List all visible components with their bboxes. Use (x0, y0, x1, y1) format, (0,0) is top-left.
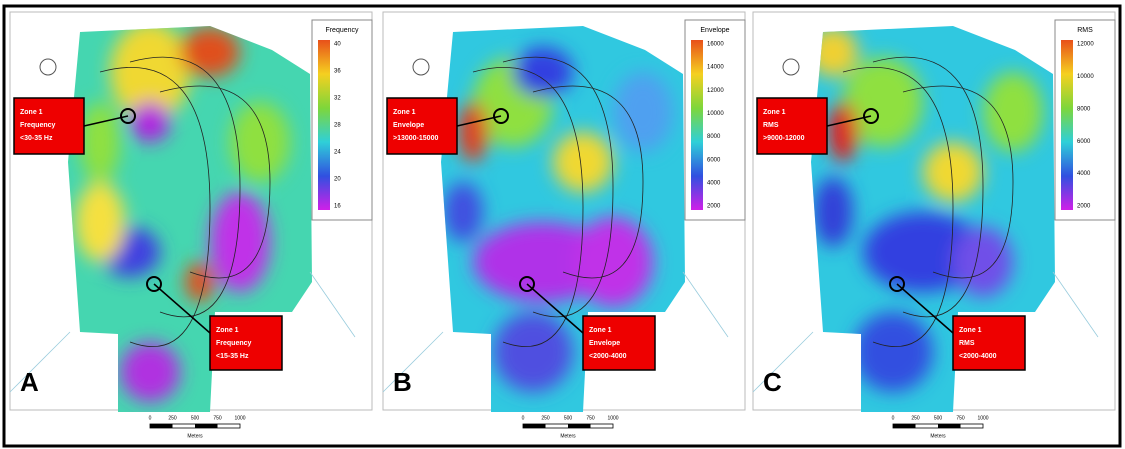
callout-text: <15-35 Hz (216, 353, 249, 360)
scale-tick-label: 0 (149, 415, 152, 421)
attribute-blob (185, 262, 215, 302)
legend-tick-label: 16000 (707, 42, 724, 48)
scale-tick-label: 0 (522, 415, 525, 421)
attribute-blob (953, 227, 1013, 297)
callout-text: Envelope (589, 340, 620, 347)
scale-segment (195, 424, 218, 428)
scale-segment (568, 424, 591, 428)
legend-tick-label: 12000 (707, 88, 724, 94)
callout-text: >13000-15000 (393, 135, 438, 142)
callout-text: Frequency (216, 340, 252, 347)
scale-tick-label: 250 (168, 415, 177, 421)
attribute-blob (180, 27, 240, 77)
legend-tick-label: 4000 (707, 180, 721, 186)
legend-title: Frequency (325, 27, 359, 34)
callout-text: Frequency (20, 122, 56, 129)
scale-tick-label: 250 (911, 415, 920, 421)
legend-tick-label: 2000 (707, 204, 721, 210)
callout-text: >9000-12000 (763, 135, 805, 142)
legend-bar (318, 40, 330, 210)
attribute-blob (828, 102, 858, 162)
panel-label: B (393, 367, 412, 397)
callout-text: Zone 1 (216, 327, 239, 334)
scale-tick-label: 0 (892, 415, 895, 421)
scale-tick-label: 750 (586, 415, 595, 421)
legend-tick-label: 12000 (1077, 42, 1094, 48)
figure: Frequency 40 36 32 28 24 20 16 Zone 1 Frequency <3… (0, 0, 1125, 449)
legend-tick-label: 10000 (707, 111, 724, 117)
legend-tick-label: 24 (334, 150, 341, 156)
legend-tick-label: 8000 (1077, 106, 1091, 112)
callout-text: Zone 1 (763, 109, 786, 116)
scale-unit: Meters (930, 433, 946, 439)
map-panel: Frequency 40 36 32 28 24 20 16 Zone 1 Frequency <3… (10, 12, 372, 439)
callout-text: RMS (959, 340, 975, 347)
scale-segment (893, 424, 916, 428)
scale-segment (150, 424, 173, 428)
panel-label: A (20, 367, 39, 397)
callout-text: Zone 1 (959, 327, 982, 334)
legend-tick-label: 40 (334, 42, 341, 48)
scale-segment (523, 424, 546, 428)
map-panel: RMS12000100008000600040002000Zone 1RMS>9… (753, 12, 1115, 439)
scale-tick-label: 750 (956, 415, 965, 421)
legend-tick-label: 8000 (707, 134, 721, 140)
scale-unit: Meters (560, 433, 576, 439)
scale-tick-label: 500 (191, 415, 200, 421)
scale-tick-label: 250 (541, 415, 550, 421)
scale-tick-label: 500 (934, 415, 943, 421)
legend-tick-label: 36 (334, 69, 341, 75)
scale-tick-label: 1000 (977, 415, 988, 421)
attribute-blob (443, 182, 483, 242)
attribute-blob (553, 132, 613, 192)
legend-tick-label: 16 (334, 204, 341, 210)
scale-tick-label: 1000 (234, 415, 245, 421)
attribute-blob (75, 182, 125, 262)
scale-tick-label: 500 (564, 415, 573, 421)
legend-tick-label: 28 (334, 123, 341, 129)
map-panel: Envelope16000140001200010000800060004000… (383, 12, 745, 439)
callout-text: Zone 1 (589, 327, 612, 334)
scale-tick-label: 750 (213, 415, 222, 421)
attribute-blob (493, 312, 573, 392)
callout-text: <2000-4000 (589, 353, 627, 360)
callout-text: <30-35 Hz (20, 135, 53, 142)
attribute-blob (613, 72, 673, 152)
legend-title: RMS (1077, 27, 1093, 34)
scale-unit: Meters (187, 433, 203, 439)
attribute-blob (458, 102, 488, 162)
legend-tick-label: 32 (334, 96, 341, 102)
attribute-blob (983, 72, 1043, 152)
legend-tick-label: 20 (334, 177, 341, 183)
panel-label: C (763, 367, 782, 397)
legend-title: Envelope (700, 27, 729, 34)
legend-tick-label: 4000 (1077, 171, 1091, 177)
callout-text: Zone 1 (393, 109, 416, 116)
attribute-blob (573, 217, 653, 307)
legend-tick-label: 14000 (707, 65, 724, 71)
legend-tick-label: 10000 (1077, 74, 1094, 80)
legend-tick-label: 2000 (1077, 204, 1091, 210)
callout-text: <2000-4000 (959, 353, 997, 360)
legend-tick-label: 6000 (1077, 139, 1091, 145)
legend-bar (691, 40, 703, 210)
scale-tick-label: 1000 (607, 415, 618, 421)
scale-segment (938, 424, 961, 428)
callout-text: Zone 1 (20, 109, 43, 116)
attribute-blob (813, 177, 853, 247)
legend-tick-label: 6000 (707, 157, 721, 163)
attribute-blob (230, 102, 290, 182)
attribute-blob (130, 102, 170, 142)
callout-text: RMS (763, 122, 779, 129)
callout-text: Envelope (393, 122, 424, 129)
attribute-blob (853, 312, 933, 392)
attribute-blob (80, 102, 120, 182)
legend-bar (1061, 40, 1073, 210)
attribute-blob (120, 342, 180, 402)
